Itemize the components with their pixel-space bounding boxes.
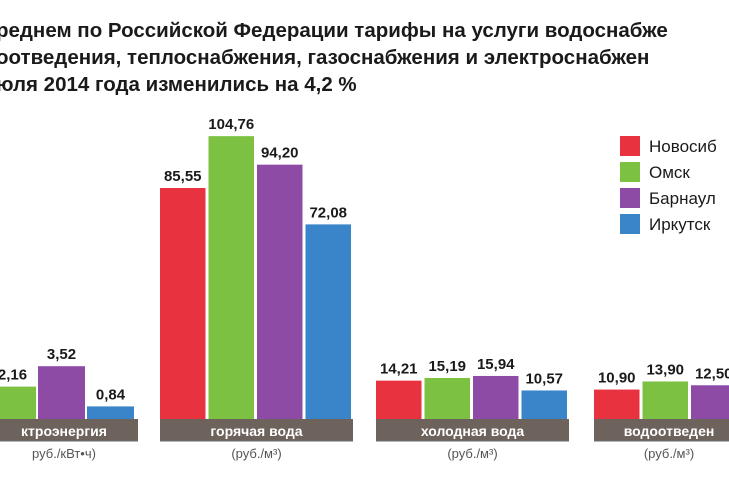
value-label-0-3: 0,84 bbox=[96, 386, 126, 403]
value-label-1-2: 94,20 bbox=[261, 145, 299, 162]
legend-label-1: Омск bbox=[649, 163, 690, 182]
value-label-3-0: 10,90 bbox=[598, 370, 636, 387]
legend-label-0: Новосиб bbox=[649, 137, 717, 156]
value-label-2-2: 15,94 bbox=[477, 356, 515, 373]
legend-swatch-2 bbox=[620, 188, 640, 208]
title-line-1: реднем по Российской Федерации тарифы на… bbox=[0, 19, 668, 42]
value-label-0-2: 3,52 bbox=[47, 346, 76, 363]
category-unit-3: (руб./м³) bbox=[644, 446, 694, 461]
category-box-0 bbox=[0, 419, 138, 441]
legend-label-3: Иркутск bbox=[649, 215, 711, 234]
bar-1-0 bbox=[160, 188, 206, 419]
category-label-0: ктроэнергия bbox=[21, 423, 107, 439]
category-unit-2: (руб./м³) bbox=[447, 446, 497, 461]
value-label-3-1: 13,90 bbox=[646, 361, 684, 378]
value-label-2-1: 15,19 bbox=[428, 358, 466, 375]
value-label-2-0: 14,21 bbox=[380, 361, 418, 378]
category-box-3 bbox=[594, 419, 729, 441]
category-box-1 bbox=[160, 419, 353, 441]
bar-3-1 bbox=[642, 381, 688, 419]
category-label-1: горячая вода bbox=[210, 423, 302, 439]
category-label-3: водоотведен bbox=[624, 423, 715, 439]
value-label-0-1: 2,16 bbox=[0, 367, 27, 384]
legend-label-2: Барнаул bbox=[649, 189, 716, 208]
bar-3-0 bbox=[594, 389, 640, 419]
bar-0-2 bbox=[38, 366, 85, 419]
bar-2-2 bbox=[473, 375, 519, 419]
bar-1-2 bbox=[257, 164, 303, 419]
bar-2-3 bbox=[521, 390, 567, 419]
category-unit-0: руб./кВт•ч) bbox=[32, 446, 96, 461]
legend-swatch-0 bbox=[620, 136, 640, 156]
bar-2-1 bbox=[424, 377, 470, 419]
value-label-2-3: 10,57 bbox=[525, 370, 563, 387]
bar-1-3 bbox=[305, 224, 351, 419]
category-unit-1: (руб./м³) bbox=[231, 446, 281, 461]
legend-swatch-1 bbox=[620, 162, 640, 182]
value-label-1-0: 85,55 bbox=[164, 168, 202, 185]
category-label-2: холодная вода bbox=[421, 423, 525, 439]
chart-title: реднем по Российской Федерации тарифы на… bbox=[0, 18, 729, 98]
title-line-2: оотведения, теплоснабжения, газоснабжени… bbox=[0, 46, 650, 69]
value-label-3-2: 12,50 bbox=[695, 365, 729, 382]
bar-1-1 bbox=[208, 136, 254, 419]
bar-0-3 bbox=[87, 406, 134, 419]
value-label-1-3: 72,08 bbox=[309, 204, 347, 221]
category-box-2 bbox=[376, 419, 569, 441]
bar-3-2 bbox=[691, 385, 729, 419]
bar-2-0 bbox=[376, 380, 422, 419]
bar-0-1 bbox=[0, 386, 36, 419]
legend-swatch-3 bbox=[620, 214, 640, 234]
value-label-1-1: 104,76 bbox=[208, 116, 254, 133]
title-line-3: юля 2014 года изменились на 4,2 % bbox=[0, 73, 357, 96]
